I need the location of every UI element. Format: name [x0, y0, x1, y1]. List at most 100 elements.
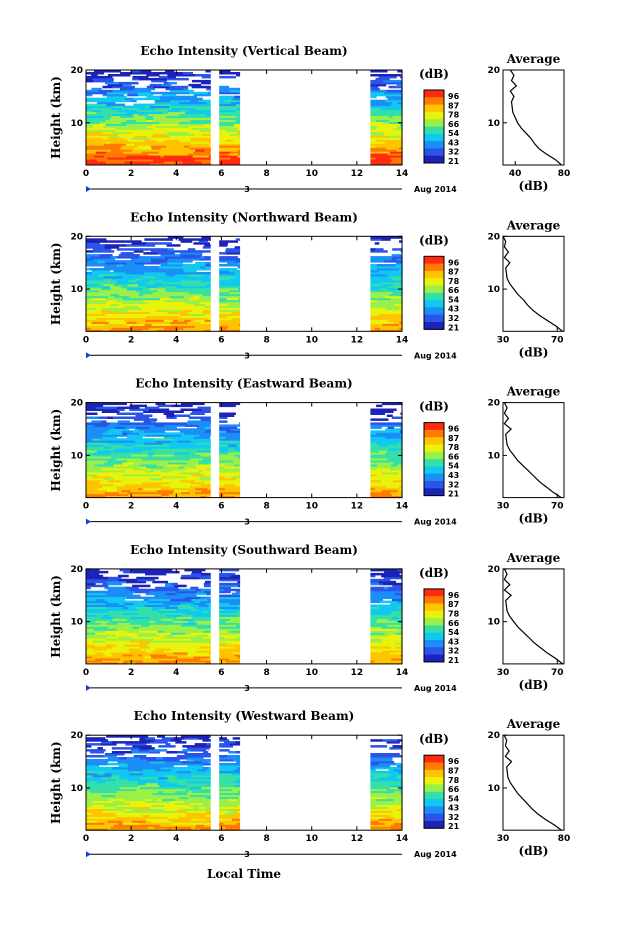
heatmap-cell: [149, 590, 160, 594]
heatmap-cell: [225, 139, 234, 142]
heatmap-cell: [183, 790, 189, 794]
heatmap-cell: [110, 792, 124, 796]
heatmap-cell: [86, 776, 102, 780]
x-tick-label: 14: [396, 169, 409, 179]
heatmap-cell: [370, 438, 380, 441]
heatmap-cell: [97, 402, 111, 406]
heatmap-cell: [228, 594, 240, 598]
heatmap-cell: [230, 313, 241, 316]
heatmap-cell: [229, 151, 241, 154]
heatmap-cell: [109, 135, 120, 138]
heatmap-cell: [186, 757, 196, 760]
heatmap-cell: [197, 636, 204, 639]
heatmap-cell: [136, 321, 154, 324]
heatmap-cell: [116, 804, 139, 807]
heatmap-cell: [193, 422, 206, 425]
heatmap-cell: [92, 438, 101, 441]
heatmap-cell: [111, 327, 130, 330]
heatmap-cell: [132, 269, 148, 273]
heatmap-cell: [94, 620, 110, 623]
heatmap-cell: [131, 260, 152, 263]
heatmap-cell: [381, 74, 402, 77]
heatmap-cell: [374, 590, 394, 594]
heatmap-cell: [370, 606, 381, 609]
heatmap-cell: [188, 131, 200, 134]
heatmap-cell: [187, 610, 203, 613]
heatmap-cell: [170, 137, 192, 140]
heatmap-cell: [231, 772, 241, 776]
heatmap-cell: [86, 444, 105, 447]
heatmap-cell: [198, 753, 209, 756]
heatmap-cell: [86, 572, 100, 576]
heatmap-cell: [382, 650, 399, 653]
heatmap-cell: [370, 424, 382, 427]
heatmap-cell: [224, 99, 237, 103]
heatmap-cell: [113, 105, 124, 109]
heatmap-cell: [370, 307, 387, 311]
heatmap-cell: [370, 582, 380, 586]
heatmap-cell: [384, 279, 403, 283]
panel-1-frame: [85, 235, 403, 332]
heatmap-cell: [133, 133, 154, 136]
heatmap-cell: [219, 584, 239, 588]
average-y-tick-label: 20: [487, 731, 500, 741]
heatmap-cell: [133, 473, 143, 477]
heatmap-cell: [208, 424, 211, 427]
heatmap-cell: [169, 105, 190, 109]
heatmap-cell: [219, 471, 225, 475]
heatmap-cell: [219, 658, 230, 661]
heatmap-cell: [99, 438, 105, 441]
heatmap-cell: [235, 281, 240, 285]
heatmap-cell: [376, 442, 398, 445]
heatmap-cell: [236, 760, 241, 764]
heatmap-cell: [109, 661, 119, 665]
heatmap-cell: [159, 109, 169, 113]
heatmap-cell: [219, 739, 230, 742]
heatmap-cell: [124, 458, 143, 461]
heatmap-cell: [117, 822, 124, 825]
heatmap-cell: [192, 285, 211, 289]
heatmap-cell: [94, 287, 102, 291]
heatmap-cell: [183, 74, 196, 77]
heatmap-cell: [219, 145, 227, 148]
heatmap-cell: [144, 323, 153, 326]
heatmap-cell: [394, 315, 403, 318]
heatmap-cell: [94, 483, 115, 487]
heatmap-cell: [140, 824, 161, 827]
heatmap-cell: [86, 238, 107, 241]
heatmap-cell: [140, 648, 153, 651]
heatmap-cell: [173, 826, 192, 829]
heatmap-cell: [370, 481, 387, 485]
heatmap-cell: [208, 604, 211, 607]
heatmap-cell: [375, 145, 395, 148]
heatmap-cell: [151, 79, 160, 83]
heatmap-cell: [143, 252, 159, 255]
heatmap-cell: [370, 89, 387, 93]
heatmap-cell: [379, 606, 389, 609]
heatmap-cell: [203, 323, 211, 326]
heatmap-cell: [236, 822, 241, 825]
heatmap-cell: [168, 81, 177, 85]
heatmap-cell: [370, 269, 380, 273]
y-tick-label: 20: [70, 232, 83, 242]
heatmap-cell: [86, 317, 97, 320]
heatmap-cell: [103, 804, 118, 807]
heatmap-cell: [146, 97, 161, 101]
heatmap-cell: [370, 644, 381, 647]
heatmap-cell: [152, 123, 163, 126]
heatmap-cell: [139, 297, 161, 301]
heatmap-cell: [370, 495, 391, 499]
heatmap-cell: [388, 586, 403, 590]
heatmap-cell: [219, 159, 232, 162]
heatmap-cell: [370, 133, 385, 136]
heatmap-cell: [104, 772, 113, 776]
heatmap-cell: [182, 628, 200, 631]
heatmap-cell: [160, 95, 178, 99]
heatmap-cell: [139, 747, 155, 750]
heatmap-cell: [219, 125, 235, 128]
heatmap-cell: [177, 612, 186, 615]
heatmap-cell: [91, 321, 110, 324]
heatmap-cell: [86, 438, 94, 441]
heatmap-cell: [238, 796, 241, 800]
heatmap-cell: [126, 123, 134, 126]
